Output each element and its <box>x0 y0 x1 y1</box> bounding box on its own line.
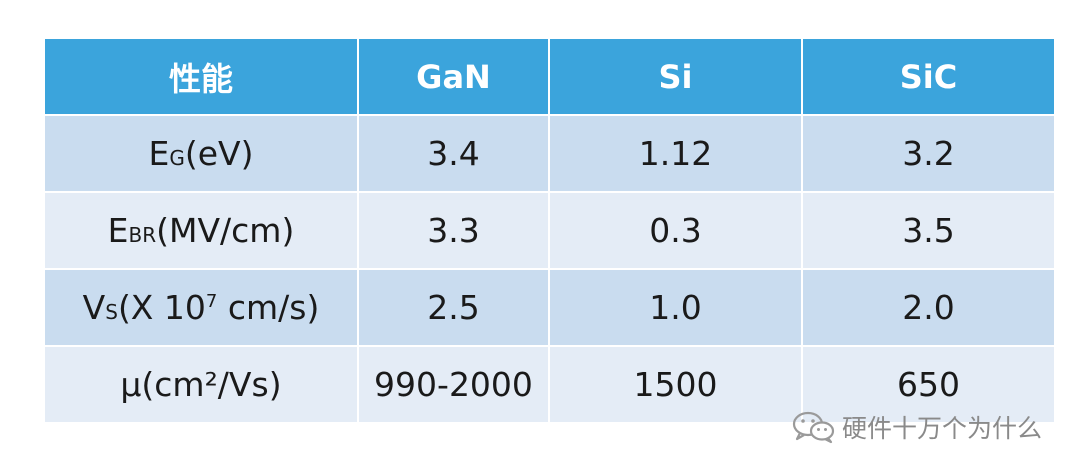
header-si: Si <box>548 37 803 116</box>
wechat-icon <box>792 411 835 444</box>
table-header: 性能 GaN Si SiC <box>43 37 1056 116</box>
header-sic: SiC <box>801 37 1056 116</box>
cell-sic: 2.0 <box>801 268 1056 347</box>
row-label-mobility: μ(cm²/Vs) <box>43 345 359 424</box>
header-row: 性能 GaN Si SiC <box>43 37 1056 116</box>
watermark: 硬件十万个为什么 <box>792 409 1042 445</box>
table-row: μ(cm²/Vs) 990-2000 1500 650 <box>43 345 1056 424</box>
row-label-breakdown-field: EBR(MV/cm) <box>43 191 359 270</box>
header-gan: GaN <box>357 37 550 116</box>
table-body: EG(eV) 3.4 1.12 3.2 EBR(MV/cm) 3.3 0.3 3… <box>43 114 1056 424</box>
cell-sic: 650 <box>801 345 1056 424</box>
cell-sic: 3.2 <box>801 114 1056 193</box>
row-label-saturation-velocity: VS(X 107 cm/s) <box>43 268 359 347</box>
cell-gan: 3.3 <box>357 191 550 270</box>
watermark-text: 硬件十万个为什么 <box>841 414 1042 443</box>
header-property: 性能 <box>43 37 359 116</box>
cell-si: 1.12 <box>548 114 803 193</box>
table-row: EBR(MV/cm) 3.3 0.3 3.5 <box>43 191 1056 270</box>
cell-gan: 2.5 <box>357 268 550 347</box>
cell-si: 1500 <box>548 345 803 424</box>
cell-si: 0.3 <box>548 191 803 270</box>
table-row: EG(eV) 3.4 1.12 3.2 <box>43 114 1056 193</box>
semiconductor-comparison-table: 性能 GaN Si SiC EG(eV) 3.4 1.12 3.2 EBR(MV… <box>43 37 1056 424</box>
cell-gan: 990-2000 <box>357 345 550 424</box>
table-row: VS(X 107 cm/s) 2.5 1.0 2.0 <box>43 268 1056 347</box>
cell-si: 1.0 <box>548 268 803 347</box>
cell-sic: 3.5 <box>801 191 1056 270</box>
cell-gan: 3.4 <box>357 114 550 193</box>
row-label-bandgap: EG(eV) <box>43 114 359 193</box>
